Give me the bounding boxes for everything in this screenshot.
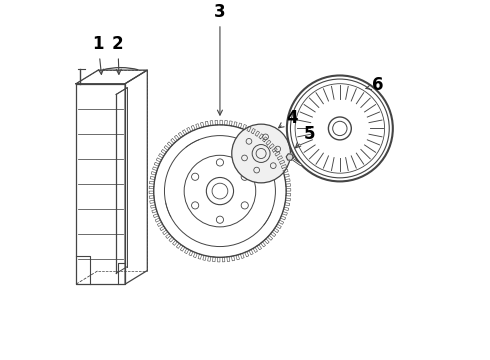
Text: 1: 1 xyxy=(93,35,104,74)
Text: 3: 3 xyxy=(214,3,226,115)
Text: 2: 2 xyxy=(112,35,124,74)
Polygon shape xyxy=(286,154,294,160)
Text: 5: 5 xyxy=(295,125,316,148)
Text: 6: 6 xyxy=(366,76,384,94)
Circle shape xyxy=(232,124,291,183)
Text: 4: 4 xyxy=(279,109,298,128)
